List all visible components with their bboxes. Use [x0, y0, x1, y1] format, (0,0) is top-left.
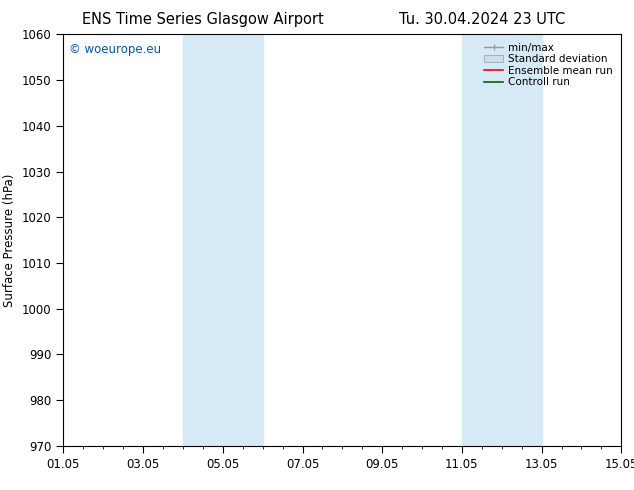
Bar	[492, 34, 541, 446]
Bar	[462, 34, 492, 446]
Bar	[183, 34, 213, 446]
Legend: min/max, Standard deviation, Ensemble mean run, Controll run: min/max, Standard deviation, Ensemble me…	[481, 40, 616, 91]
Text: ENS Time Series Glasgow Airport: ENS Time Series Glasgow Airport	[82, 12, 324, 27]
Text: © woeurope.eu: © woeurope.eu	[69, 43, 161, 55]
Bar	[213, 34, 262, 446]
Y-axis label: Surface Pressure (hPa): Surface Pressure (hPa)	[3, 173, 16, 307]
Text: Tu. 30.04.2024 23 UTC: Tu. 30.04.2024 23 UTC	[399, 12, 565, 27]
